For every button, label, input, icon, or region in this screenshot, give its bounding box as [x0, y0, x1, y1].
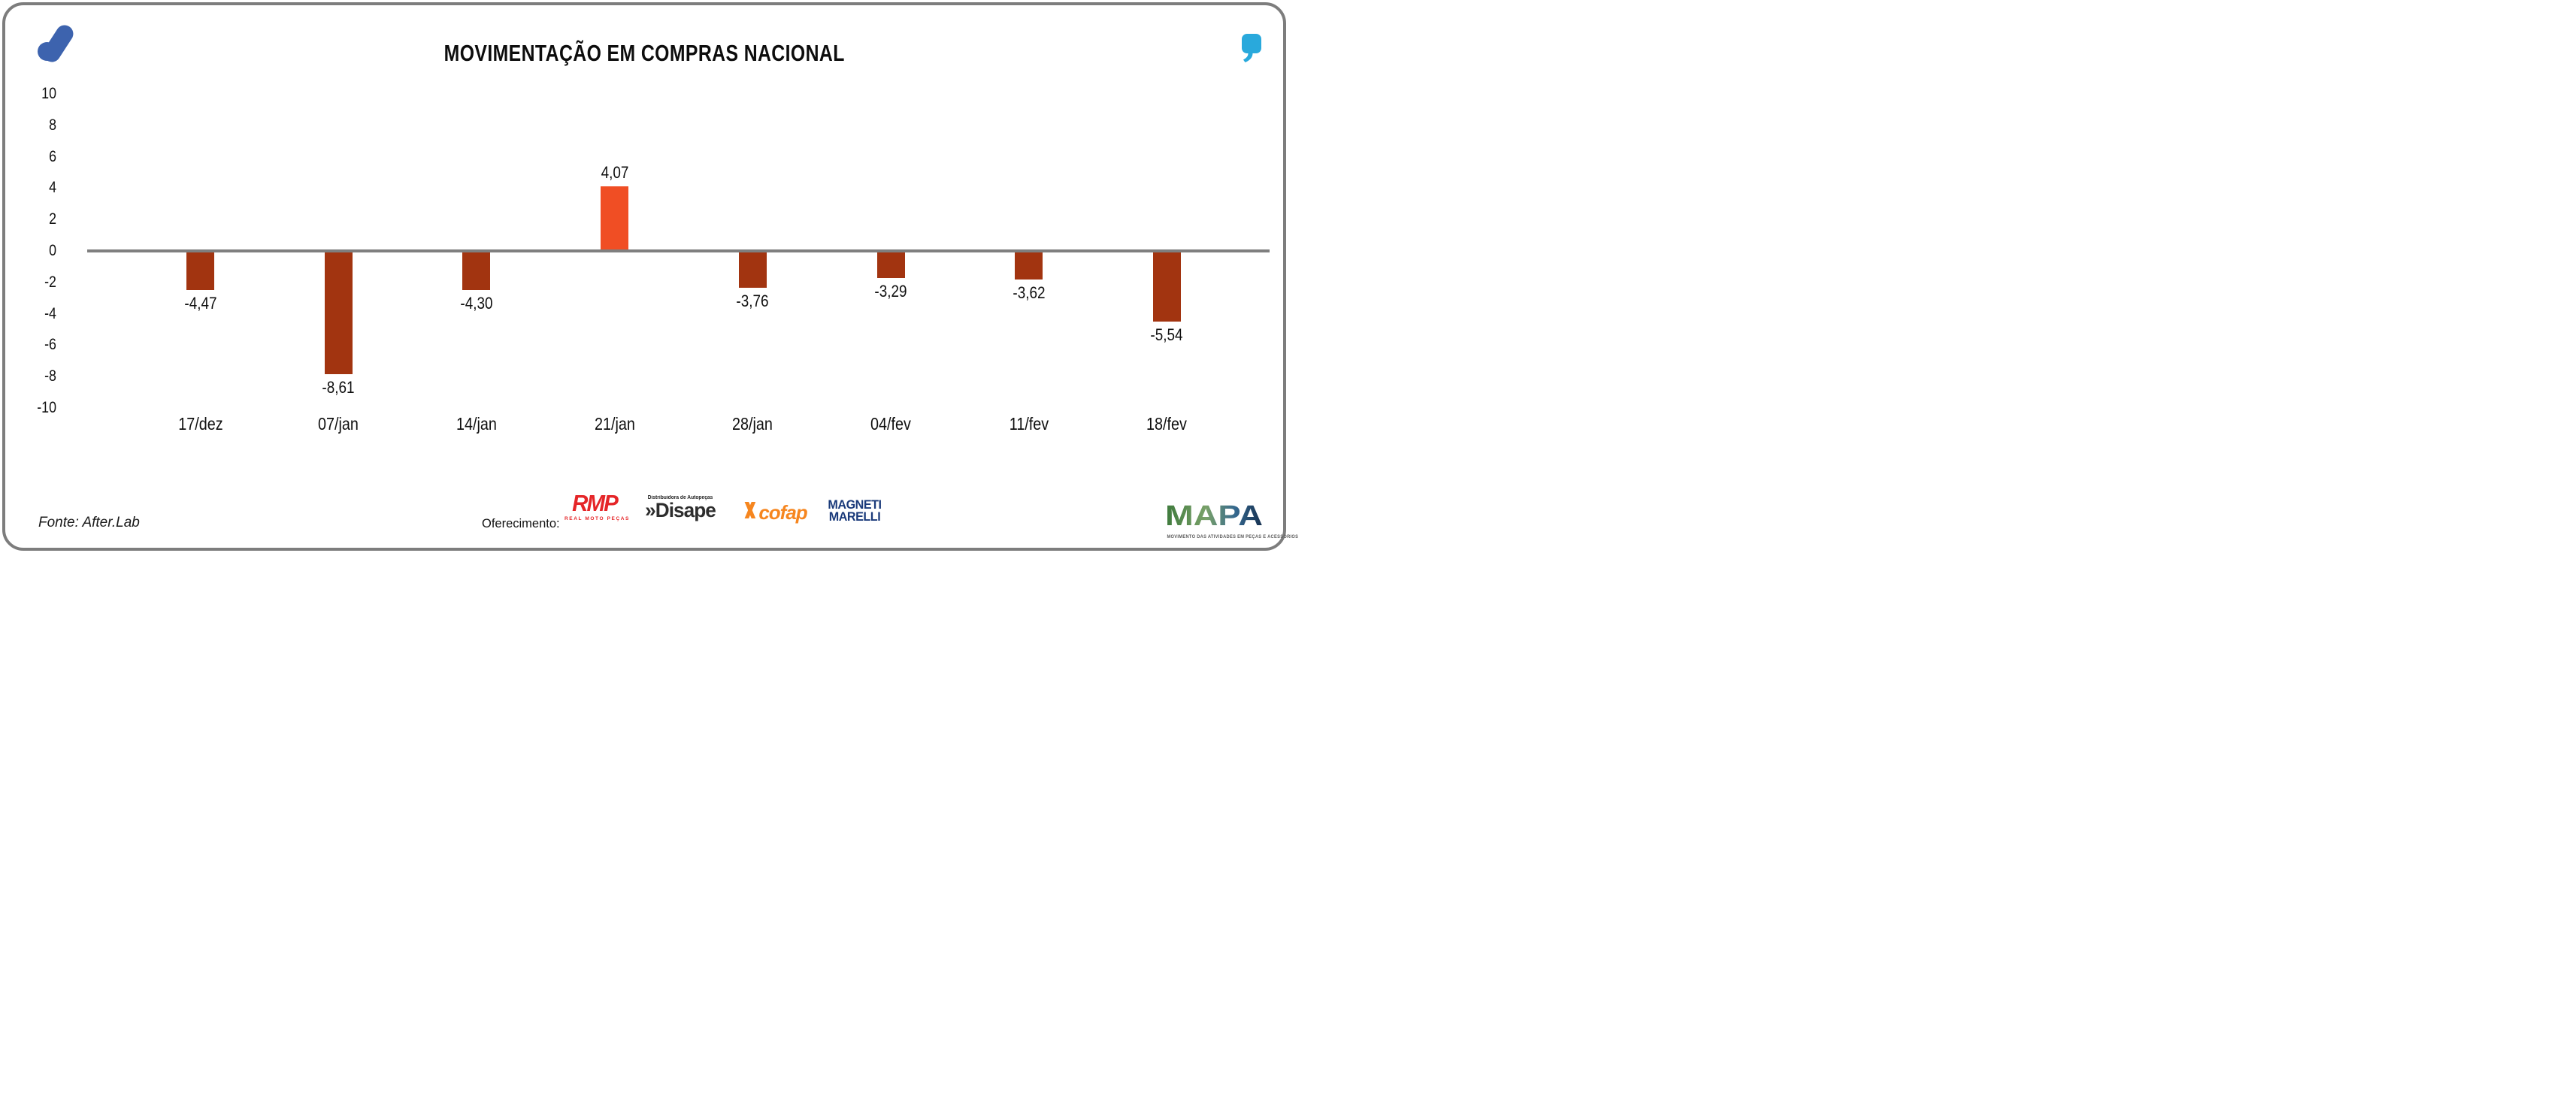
y-axis-tick-label: 8 [49, 116, 56, 134]
bar-value-label: -5,54 [1150, 325, 1183, 344]
magneti-marelli-logo: MAGNETI MARELLI [822, 497, 888, 524]
cofap-logo: cofap [733, 501, 816, 523]
mapa-logo: MAPA MOVIMENTO DAS ATIVIDADES EM PEÇAS E… [1163, 500, 1299, 539]
bar-value-label: 4,07 [601, 163, 629, 183]
y-axis-tick-label: 6 [49, 147, 56, 165]
x-axis-label: 07/jan [318, 414, 359, 434]
y-axis-tick-label: 0 [49, 242, 56, 259]
bar [1015, 252, 1043, 280]
x-axis-label: 17/dez [177, 414, 223, 434]
cofap-x-icon [741, 501, 758, 523]
chart-title: MOVIMENTAÇÃO EM COMPRAS NACIONAL [443, 40, 845, 66]
y-axis-tick-label: -4 [44, 304, 56, 322]
bar-value-label: -3,76 [736, 292, 769, 311]
x-axis-label: 28/jan [732, 414, 773, 434]
x-axis-label: 11/fev [1009, 414, 1049, 434]
bar [876, 252, 905, 279]
cofap-logo-text: cofap [758, 500, 807, 524]
bar [462, 252, 491, 291]
disape-chevrons: » [645, 499, 656, 521]
source-note: Fonte: After.Lab [38, 515, 140, 530]
x-axis-line [87, 249, 1270, 252]
y-axis-tick-label: -2 [44, 273, 56, 291]
y-axis-tick-label: 2 [49, 210, 56, 228]
rmp-logo-subtitle: REAL MOTO PEÇAS [565, 516, 630, 521]
y-axis-tick-label: -10 [37, 399, 56, 416]
y-axis-tick-label: 10 [41, 85, 56, 102]
disape-logo-text: »Disape [645, 499, 716, 521]
y-axis-tick-label: -8 [44, 367, 56, 385]
bar-value-label: -4,30 [460, 294, 493, 313]
rmp-logo-text: RMP [572, 490, 619, 516]
bar [1152, 252, 1181, 322]
magneti-line: MAGNETI [828, 497, 882, 512]
x-axis-label: 14/jan [456, 414, 497, 434]
mapa-tagline: MOVIMENTO DAS ATIVIDADES EM PEÇAS E ACES… [1167, 534, 1299, 539]
disape-logo-subtitle: Distribuidora de Autopeças [647, 495, 713, 500]
mapa-logo-wordmark: MAPA [1165, 500, 1263, 532]
bar [324, 252, 353, 374]
bar-value-label: -3,29 [874, 282, 907, 301]
quote-icon [1242, 34, 1261, 66]
bar-value-label: -8,61 [322, 377, 355, 397]
bar [601, 186, 629, 249]
rmp-logo: RMP REAL MOTO PEÇAS [565, 490, 630, 521]
x-axis-label: 04/fev [870, 414, 911, 434]
y-axis-tick-label: 4 [49, 179, 56, 197]
sponsors-label: Oferecimento: [482, 517, 560, 530]
x-axis-label: 21/jan [594, 414, 635, 434]
bar-value-label: -3,62 [1013, 283, 1046, 302]
disape-logo: Distribuidora de Autopeças »Disape [637, 495, 724, 521]
bar-value-label: -4,47 [183, 294, 217, 313]
infographic-card: MOVIMENTAÇÃO EM COMPRAS NACIONAL 10 8 6 4 2 0… [2, 2, 1299, 551]
chart-title-wrap: MOVIMENTAÇÃO EM COMPRAS NACIONAL [5, 40, 1283, 67]
x-axis-label: 18/fev [1146, 414, 1188, 434]
y-axis-tick-label: -6 [44, 336, 56, 354]
mapa-logo-text: MAPA [1165, 501, 1263, 530]
bar [186, 252, 214, 291]
bar [738, 252, 767, 289]
marelli-line: MARELLI [828, 509, 881, 524]
